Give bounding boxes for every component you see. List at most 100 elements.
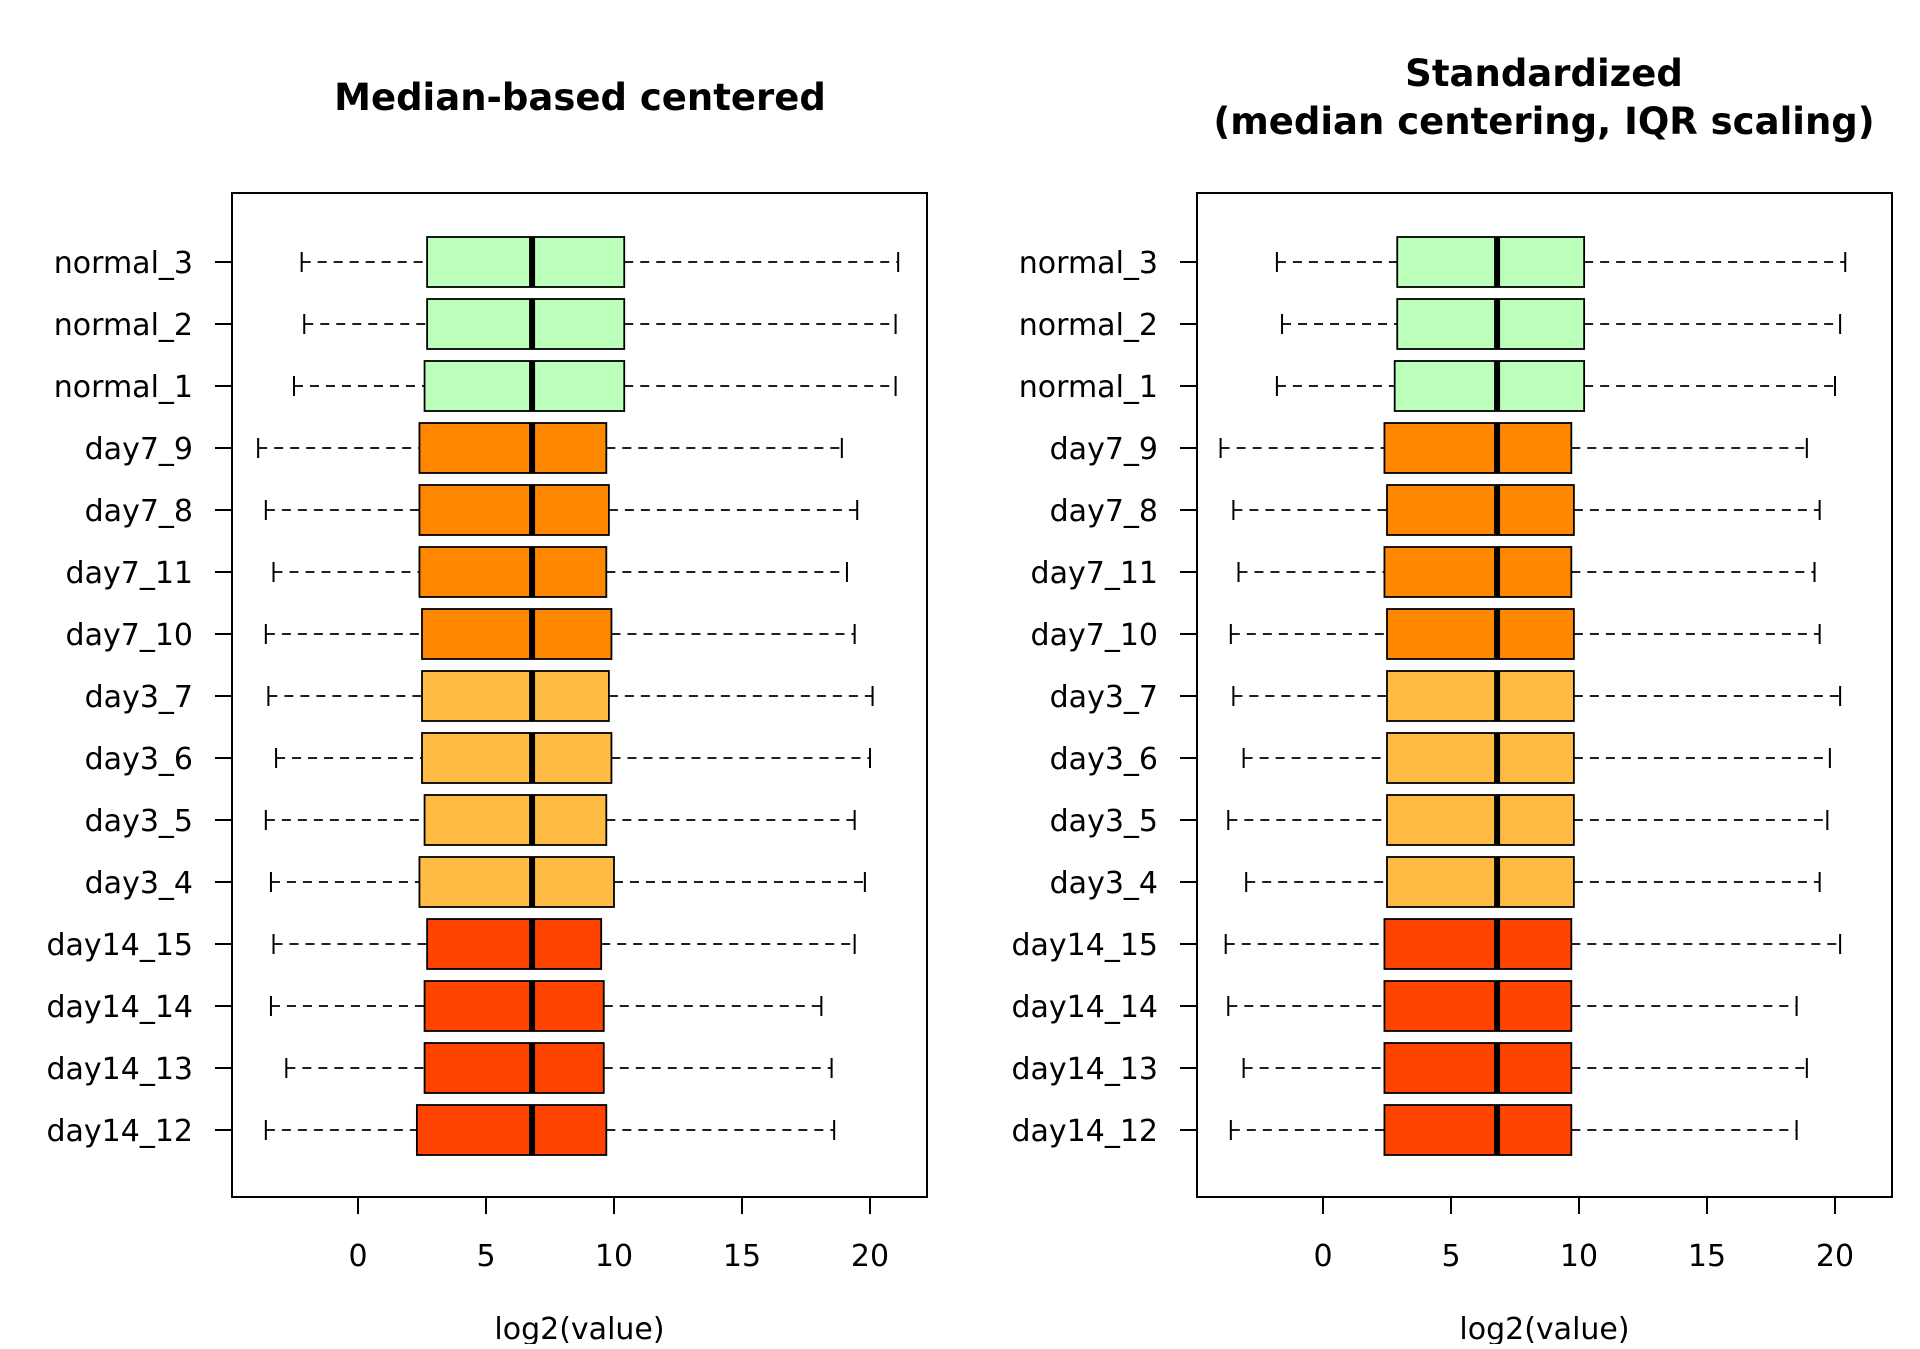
box-iqr — [423, 360, 626, 412]
category-label: day14_14 — [46, 990, 193, 1025]
box-day14_14: day14_14 — [1011, 980, 1798, 1032]
box-day7_10: day7_10 — [1031, 608, 1821, 660]
category-label: day14_13 — [46, 1052, 193, 1087]
category-label: day3_4 — [85, 866, 193, 901]
box-iqr — [1383, 980, 1573, 1032]
box-day14_14: day14_14 — [46, 980, 823, 1032]
box-iqr — [1386, 732, 1575, 784]
box-iqr — [1396, 298, 1586, 350]
box-day7_11: day7_11 — [1031, 546, 1816, 598]
x-tick-label: 10 — [595, 1239, 633, 1274]
category-label: normal_1 — [54, 370, 193, 405]
box-iqr — [418, 484, 610, 536]
category-label: normal_2 — [1019, 308, 1158, 343]
box-day7_9: day7_9 — [85, 422, 843, 474]
box-day3_5: day3_5 — [85, 794, 856, 846]
x-tick-label: 20 — [1816, 1239, 1854, 1274]
box-iqr — [1386, 608, 1575, 660]
category-label: day3_5 — [1050, 804, 1158, 839]
box-iqr — [1386, 484, 1575, 536]
box-iqr — [418, 856, 615, 908]
x-tick-label: 5 — [476, 1239, 495, 1274]
box-normal_2: normal_2 — [54, 298, 897, 350]
category-label: day14_14 — [1011, 990, 1158, 1025]
x-tick-label: 5 — [1441, 1239, 1460, 1274]
box-normal_3: normal_3 — [1019, 236, 1847, 288]
box-iqr — [1396, 236, 1586, 288]
box-iqr — [1386, 794, 1575, 846]
x-axis: 0 5 10 15 20 — [1313, 1196, 1854, 1274]
box-iqr — [1383, 1042, 1573, 1094]
category-label: day7_8 — [85, 494, 193, 529]
box-day14_12: day14_12 — [46, 1104, 836, 1156]
box-iqr — [423, 1042, 605, 1094]
category-label: day3_7 — [85, 680, 193, 715]
box-day7_8: day7_8 — [1050, 484, 1821, 536]
box-normal_3: normal_3 — [54, 236, 900, 288]
category-label: day7_10 — [1031, 618, 1158, 653]
box-day3_7: day3_7 — [85, 670, 874, 722]
box-iqr — [1393, 360, 1586, 412]
box-day14_15: day14_15 — [1011, 918, 1842, 970]
category-label: day14_15 — [46, 928, 193, 963]
box-iqr — [423, 794, 608, 846]
x-tick-label: 20 — [851, 1239, 889, 1274]
chart-title: Standardized (median centering, IQR scali… — [1213, 52, 1874, 143]
box-day14_12: day14_12 — [1011, 1104, 1798, 1156]
box-day7_9: day7_9 — [1050, 422, 1808, 474]
box-iqr — [1386, 670, 1575, 722]
category-label: day14_12 — [1011, 1114, 1158, 1149]
box-iqr — [426, 918, 603, 970]
category-label: day3_6 — [1050, 742, 1158, 777]
chart-title-line: Standardized — [1405, 52, 1683, 95]
category-label: day3_7 — [1050, 680, 1158, 715]
box-day3_7: day3_7 — [1050, 670, 1842, 722]
category-label: normal_1 — [1019, 370, 1158, 405]
category-label: day7_9 — [1050, 432, 1158, 467]
category-label: normal_3 — [54, 246, 193, 281]
x-tick-label: 15 — [1688, 1239, 1726, 1274]
box-day3_5: day3_5 — [1050, 794, 1829, 846]
boxplot-panel-1: Median-based centered 0 5 10 15 20 log2(value)… — [46, 76, 928, 1347]
box-iqr — [1383, 546, 1573, 598]
category-label: day7_11 — [66, 556, 193, 591]
box-day14_13: day14_13 — [46, 1042, 833, 1094]
x-tick-label: 0 — [1313, 1239, 1332, 1274]
category-label: day7_11 — [1031, 556, 1158, 591]
chart-title: Median-based centered — [334, 76, 826, 119]
category-label: day3_5 — [85, 804, 193, 839]
x-axis: 0 5 10 15 20 — [348, 1196, 889, 1274]
box-iqr — [421, 732, 613, 784]
box-day3_6: day3_6 — [85, 732, 871, 784]
box-day3_4: day3_4 — [85, 856, 866, 908]
box-iqr — [1383, 918, 1573, 970]
box-day14_15: day14_15 — [46, 918, 856, 970]
chart-title-line: (median centering, IQR scaling) — [1213, 100, 1874, 143]
box-iqr — [421, 608, 613, 660]
box-normal_2: normal_2 — [1019, 298, 1842, 350]
box-iqr — [421, 670, 610, 722]
box-normal_1: normal_1 — [1019, 360, 1836, 412]
box-iqr — [426, 298, 626, 350]
category-label: day7_10 — [66, 618, 193, 653]
category-label: day14_15 — [1011, 928, 1158, 963]
box-iqr — [423, 980, 605, 1032]
category-label: normal_3 — [1019, 246, 1158, 281]
x-tick-label: 10 — [1560, 1239, 1598, 1274]
category-label: normal_2 — [54, 308, 193, 343]
box-day7_10: day7_10 — [66, 608, 856, 660]
box-normal_1: normal_1 — [54, 360, 897, 412]
x-tick-label: 15 — [723, 1239, 761, 1274]
box-iqr — [1383, 1104, 1573, 1156]
chart-title-line: Median-based centered — [334, 76, 826, 119]
category-label: day14_12 — [46, 1114, 193, 1149]
box-iqr — [1383, 422, 1573, 474]
category-label: day3_4 — [1050, 866, 1158, 901]
box-day14_13: day14_13 — [1011, 1042, 1808, 1094]
category-label: day7_8 — [1050, 494, 1158, 529]
box-day3_4: day3_4 — [1050, 856, 1821, 908]
category-label: day7_9 — [85, 432, 193, 467]
box-iqr — [426, 236, 626, 288]
